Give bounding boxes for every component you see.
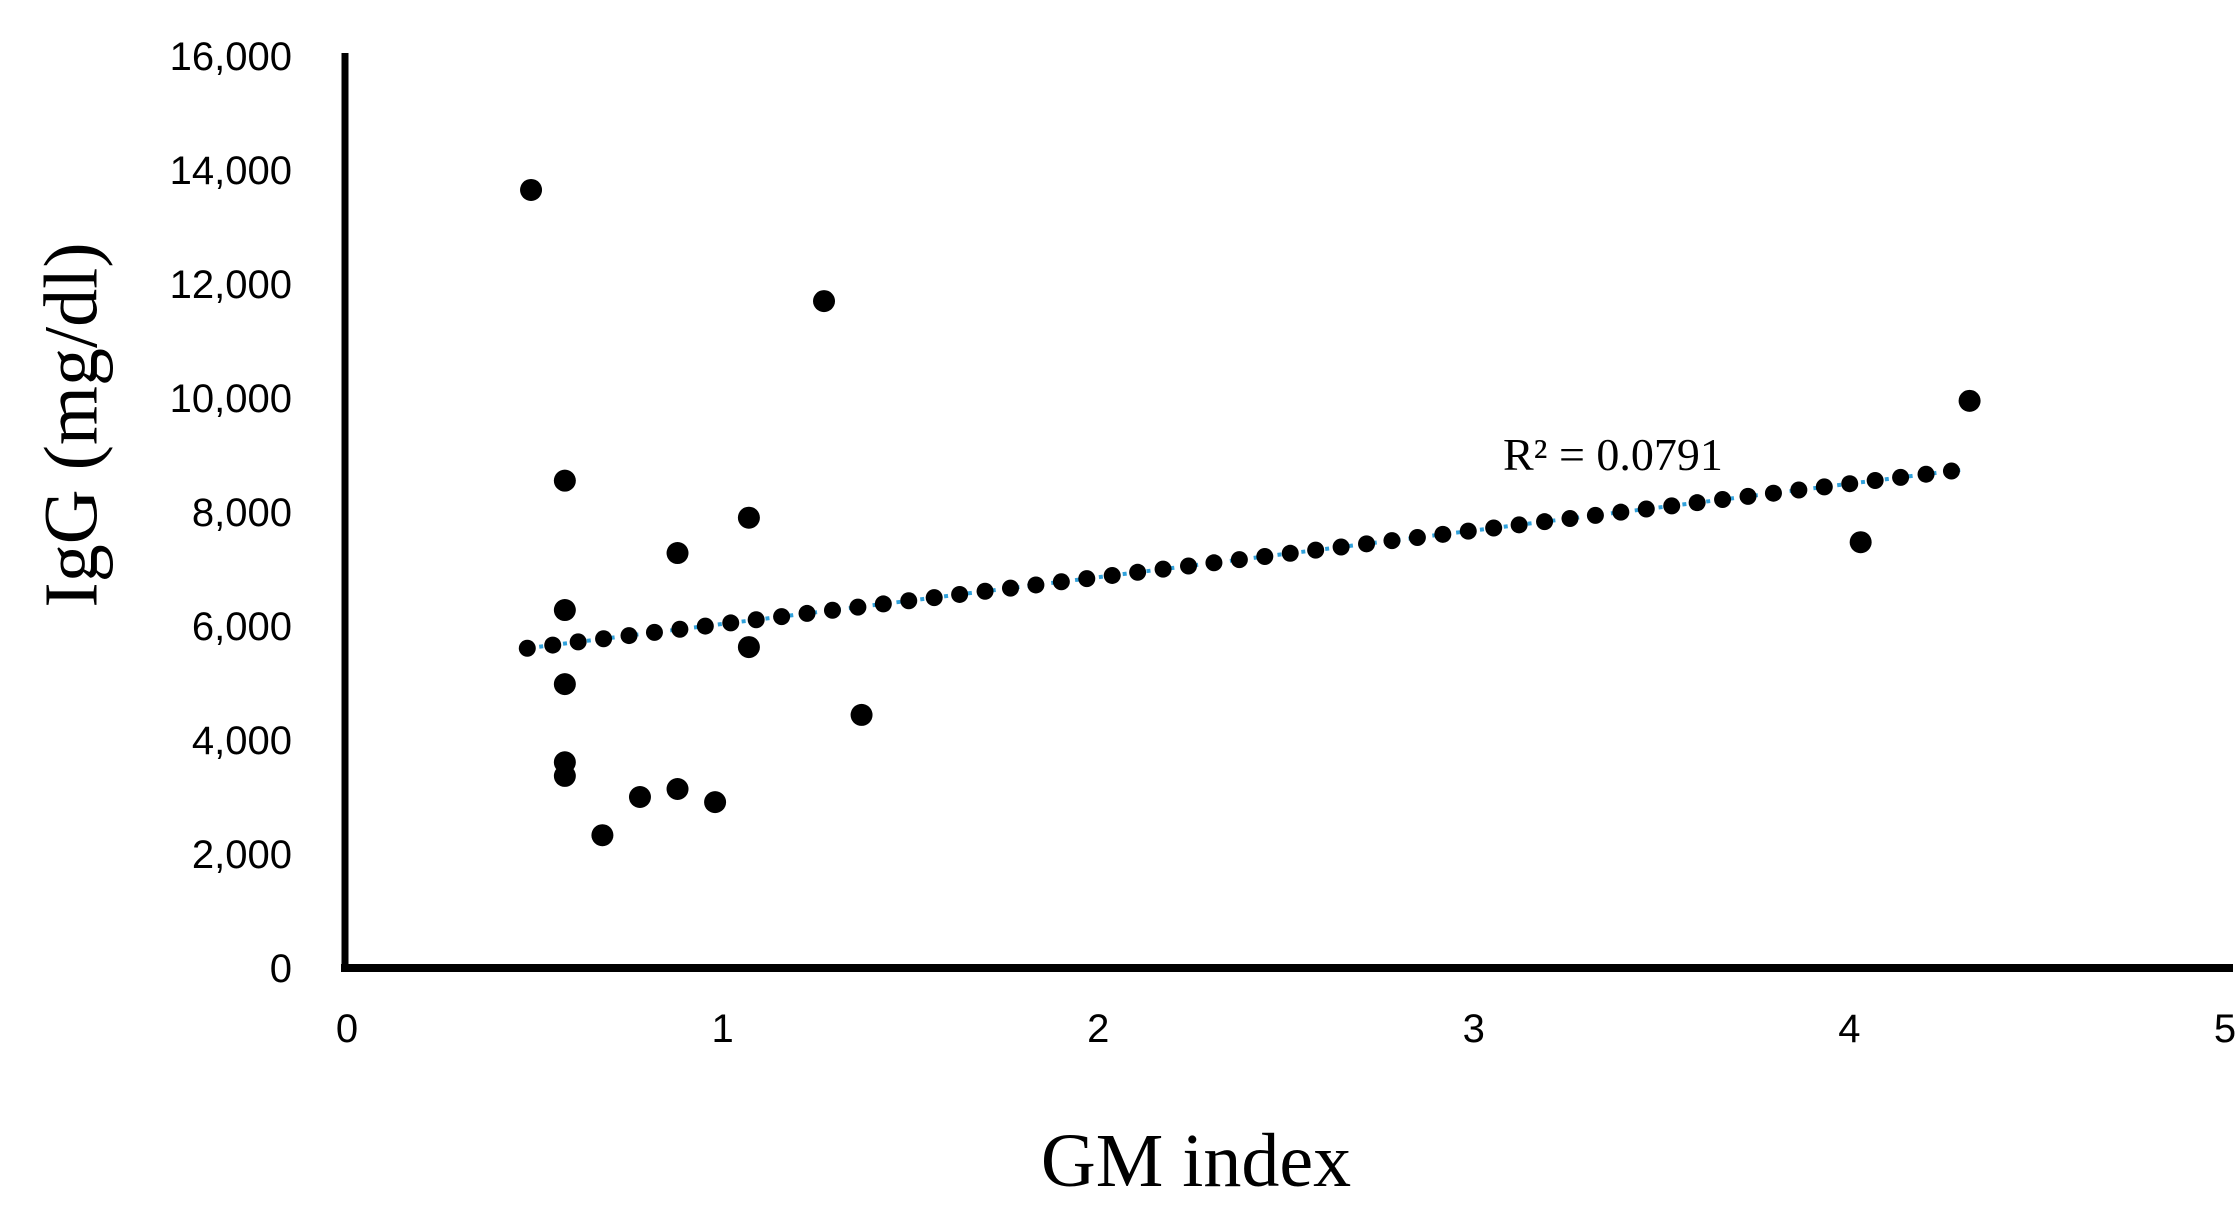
- trendline-dashed-line: [527, 467, 1967, 651]
- trendline-dot: [1917, 465, 1935, 483]
- trendline-dot: [1612, 503, 1630, 521]
- trendline-dot: [1714, 491, 1732, 509]
- y-tick-label: 0: [270, 947, 292, 991]
- data-points: [520, 178, 1981, 847]
- trendline-dot: [671, 620, 689, 638]
- trendline-dot: [976, 582, 994, 600]
- x-tick-label: 5: [2214, 1007, 2236, 1051]
- x-tick-label: 4: [1838, 1007, 1860, 1051]
- data-point: [737, 506, 760, 529]
- r-squared-annotation: R² = 0.0791: [1503, 429, 1723, 480]
- trendline-dot: [1892, 468, 1910, 486]
- trendline-dot: [900, 592, 918, 610]
- trendline-dot: [951, 585, 969, 603]
- trendline-dot: [1841, 475, 1859, 493]
- data-point: [850, 703, 873, 726]
- trendline-dot: [1154, 560, 1172, 578]
- trendline-dot: [1230, 551, 1248, 569]
- data-point: [666, 542, 689, 565]
- data-point: [553, 764, 576, 787]
- x-axis-tick-labels: 0 1 2 3 4 5: [336, 1007, 2236, 1051]
- trendline-dot: [1790, 481, 1808, 499]
- trendline-dot: [1764, 484, 1782, 502]
- y-axis-title: IgG (mg/dl): [29, 242, 114, 608]
- trendline: [518, 462, 1967, 657]
- trendline-dot: [1637, 500, 1655, 518]
- data-point: [813, 290, 836, 313]
- y-tick-label: 4,000: [192, 719, 292, 763]
- trendline-dot: [925, 589, 943, 607]
- y-tick-label: 8,000: [192, 491, 292, 535]
- trendline-dot: [798, 604, 816, 622]
- trendline-dot: [569, 633, 587, 651]
- data-point: [553, 469, 576, 492]
- trendline-dot: [1688, 494, 1706, 512]
- trendline-dot: [1866, 472, 1884, 490]
- trendline-dot: [1408, 528, 1426, 546]
- trendline-dot: [1001, 579, 1019, 597]
- trendline-dot: [1586, 506, 1604, 524]
- trendline-dot: [1942, 462, 1960, 480]
- trendline-dot: [1027, 576, 1045, 594]
- data-point: [591, 824, 614, 847]
- trendline-dot: [544, 636, 562, 654]
- data-point: [737, 636, 760, 659]
- y-tick-label: 10,000: [170, 377, 292, 421]
- trendline-dot: [1536, 513, 1554, 531]
- trendline-dot: [1815, 478, 1833, 496]
- y-axis-tick-labels: 0 2,000 4,000 6,000 8,000 10,000 12,000 14,000 1…: [170, 35, 292, 991]
- data-point: [1849, 531, 1872, 554]
- trendline-dot: [1434, 525, 1452, 543]
- trendline-dot: [1103, 566, 1121, 584]
- trendline-dot: [1180, 557, 1198, 575]
- trendline-dot: [1281, 544, 1299, 562]
- data-point: [520, 178, 543, 201]
- x-axis-title: GM index: [1040, 1119, 1352, 1203]
- trendline-dot: [1256, 547, 1274, 565]
- trendline-dot: [1561, 510, 1579, 528]
- y-tick-label: 12,000: [170, 263, 292, 307]
- trendline-dot: [1383, 532, 1401, 550]
- y-tick-label: 6,000: [192, 605, 292, 649]
- trendline-dot: [1078, 570, 1096, 588]
- x-tick-label: 1: [711, 1007, 733, 1051]
- trendline-dot: [849, 598, 867, 616]
- trendline-dot: [1205, 554, 1223, 572]
- trendline-dot: [1129, 563, 1147, 581]
- x-tick-label: 2: [1087, 1007, 1109, 1051]
- trendline-dot: [1485, 519, 1503, 537]
- data-point: [553, 673, 576, 696]
- trendline-dot: [1510, 516, 1528, 534]
- trendline-dot: [823, 601, 841, 619]
- trendline-dot: [1739, 487, 1757, 505]
- trendline-dot: [645, 623, 663, 641]
- trendline-dot: [773, 608, 791, 626]
- y-tick-label: 16,000: [170, 35, 292, 79]
- trendline-dot: [518, 639, 536, 657]
- data-point: [628, 786, 651, 808]
- trendline-dot: [722, 614, 740, 632]
- data-point: [1958, 389, 1981, 412]
- trendline-dot: [1332, 538, 1350, 556]
- trendline-dot: [874, 595, 892, 613]
- trendline-dot: [1663, 497, 1681, 515]
- y-tick-label: 14,000: [170, 149, 292, 193]
- data-point: [553, 599, 576, 622]
- trendline-dot: [595, 630, 613, 648]
- data-point: [666, 778, 689, 801]
- data-point: [704, 791, 727, 814]
- trendline-dot: [747, 611, 765, 629]
- trendline-dot: [620, 627, 638, 645]
- trendline-dot: [696, 617, 714, 635]
- trendline-dot: [1358, 535, 1376, 553]
- trendline-dot: [1459, 522, 1477, 540]
- trendline-dot: [1307, 541, 1325, 559]
- trendline-dot: [1052, 573, 1070, 591]
- y-tick-label: 2,000: [192, 833, 292, 877]
- x-tick-label: 0: [336, 1007, 358, 1051]
- x-tick-label: 3: [1463, 1007, 1485, 1051]
